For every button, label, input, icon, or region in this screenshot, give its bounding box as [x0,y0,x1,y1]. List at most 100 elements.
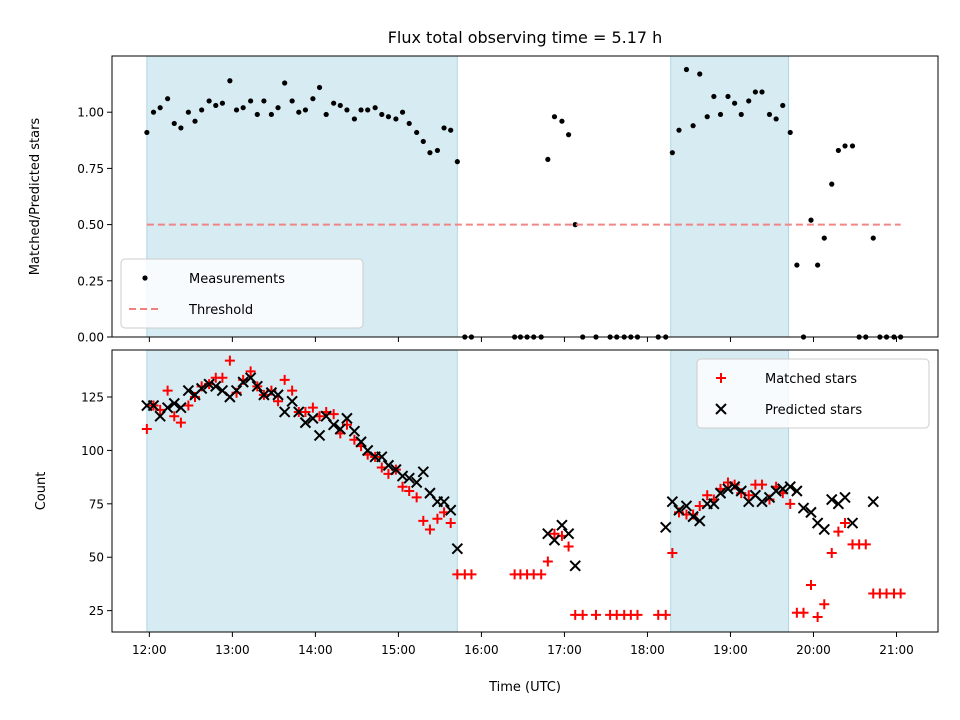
measurement-point [746,98,752,104]
measurement-point [227,78,233,84]
chart-title: Flux total observing time = 5.17 h [388,28,663,47]
predicted-star-point [562,528,575,540]
predicted-star-point [556,519,568,531]
y-tick-label: 25 [89,604,104,618]
measurement-point [171,120,177,127]
measurement-point [344,107,350,113]
measurement-point [815,262,821,268]
x-tick-label: 12:00 [132,643,167,657]
matched-star-point [328,409,339,420]
measurement-point [372,105,378,111]
predicted-star-point [195,382,208,395]
measurement-point [427,150,433,156]
measurement-point [849,143,856,149]
y-tick-label: 0.25 [77,274,104,288]
predicted-star-point [548,534,561,546]
measurement-point [393,116,399,122]
measurement-point [773,116,779,122]
matched-star-point [785,498,796,509]
matched-star-point [183,400,194,411]
measurement-point [545,156,551,163]
matched-star-point [424,524,435,535]
predicted-star-point [805,506,817,519]
predicted-star-point [666,495,679,508]
predicted-star-point [410,476,423,489]
predicted-star-point [355,436,367,448]
predicted-star-point [728,481,741,493]
y-axis-label: Matched/Predicted stars [28,118,43,276]
measurement-point [454,159,460,165]
x-axis-label: Time (UTC) [488,680,561,695]
matched-star-point [895,588,906,599]
measurement-point [316,84,323,91]
predicted-star-point [382,459,395,472]
legend-handle-measurements [142,275,148,281]
y-tick-label: 100 [81,444,104,458]
predicted-star-point [687,510,699,523]
measurement-point [399,109,406,115]
measurement-point [441,125,447,131]
predicted-star-point [451,542,464,555]
matched-star-point [287,385,298,396]
measurement-point [732,100,738,106]
predicted-star-point [438,495,450,508]
matched-star-point [175,417,186,428]
x-tick-label: 21:00 [879,643,914,657]
predicted-star-point [403,472,415,484]
predicted-star-point [278,406,291,418]
predicted-star-point [293,406,305,418]
measurement-point [192,118,198,124]
matched-star-point [702,490,713,501]
matched-star-point [245,366,256,377]
measurement-point [572,222,578,228]
measurement-point [275,105,281,111]
predicted-star-point [299,416,312,429]
x-tick-label: 19:00 [713,643,748,657]
predicted-star-point [444,504,457,516]
y-tick-label: 0.75 [77,162,104,176]
measurement-point [351,116,358,122]
measurement-point [282,80,288,86]
axes-frame [111,349,939,633]
measurement-point [766,111,773,118]
matched-star-point [445,518,456,529]
predicted-star-point [175,401,187,414]
predicted-star-point [348,425,361,437]
predicted-star-point [680,500,693,512]
series-measurements [144,66,904,340]
predicted-star-point [791,485,803,497]
matched-star-point [826,547,837,558]
measurement-point [752,89,758,95]
matched-star-point [860,539,871,550]
matched-star-point [549,528,560,539]
matched-star-point [632,609,643,620]
predicted-star-point [230,384,243,397]
y-axis-label: Count [34,472,49,511]
measurement-point [157,105,163,111]
axes-frame [111,55,939,338]
measurement-point [233,107,240,113]
measurement-point [385,114,392,120]
legend: Measurements Threshold [120,258,364,329]
measurement-point [323,111,329,118]
measurement-point [248,98,254,104]
predicted-star-point [313,429,326,442]
measurement-point [690,123,696,129]
measurement-point [165,96,171,102]
matched-star-point [812,612,823,623]
measurement-point [738,111,744,118]
matched-star-point [590,609,601,620]
y-tick-label: 50 [89,551,104,565]
measurement-point [870,235,876,241]
predicted-star-point [396,470,409,482]
top-panel: 0.00 0.25 0.50 0.75 1.00 Matched/Predicted st… [28,28,939,345]
predicted-star-point [417,466,430,478]
y-tick-label: 75 [89,497,104,511]
measurement-point [842,143,848,149]
measurement-point [759,89,765,95]
measurement-point [794,262,800,268]
predicted-star-point [334,423,346,435]
legend-label: Predicted stars [765,403,862,418]
measurement-point [835,147,841,154]
